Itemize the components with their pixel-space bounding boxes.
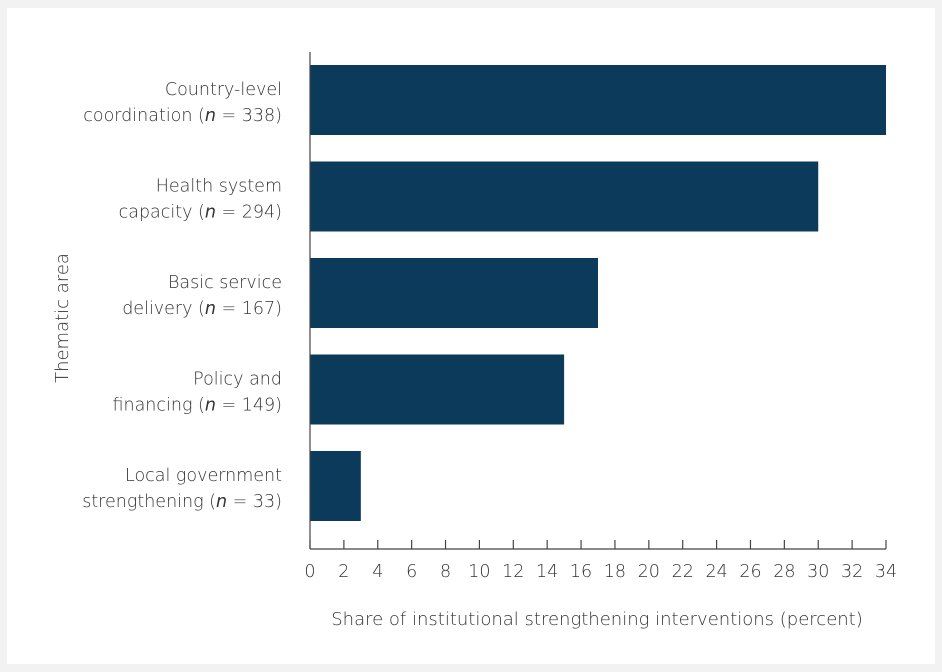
x-tick-label-14: 28 — [773, 562, 795, 582]
x-tick-label-17: 34 — [875, 562, 897, 582]
x-tick-label-13: 26 — [739, 562, 761, 582]
bar-3 — [310, 354, 565, 425]
bars-group — [310, 65, 886, 521]
bar-0 — [310, 65, 886, 135]
category-label-line1-3: Policy and — [193, 370, 282, 390]
x-axis-title: Share of institutional strengthening int… — [331, 609, 863, 630]
y-axis-title: Thematic area — [52, 253, 73, 383]
x-axis-ticks: 0 2 4 6 8 10 12 14 16 18 20 22 24 26 28 30 32 34 — [304, 540, 897, 582]
category-label-line2-0: coordination (n = 338) — [83, 106, 282, 126]
x-tick-label-12: 24 — [705, 562, 727, 582]
x-tick-label-15: 30 — [807, 562, 829, 582]
category-label-line2-1: capacity (n = 294) — [119, 203, 282, 223]
x-tick-label-8: 16 — [570, 562, 592, 582]
x-tick-label-1: 2 — [338, 562, 349, 582]
category-label-line2-3: financing (n = 149) — [112, 396, 282, 416]
bar-1 — [310, 161, 819, 232]
category-label-line2-4: strengthening (n = 33) — [82, 492, 282, 512]
bar-4 — [310, 451, 361, 521]
x-tick-label-3: 6 — [406, 562, 417, 582]
category-label-line1-1: Health system — [156, 177, 282, 197]
bar-2 — [310, 258, 598, 328]
x-tick-label-0: 0 — [304, 562, 315, 582]
category-label-line1-2: Basic service — [168, 273, 282, 293]
category-label-line1-4: Local government — [125, 466, 282, 486]
x-tick-label-10: 20 — [638, 562, 660, 582]
category-label-line2-2: delivery (n = 167) — [122, 299, 282, 319]
x-tick-label-2: 4 — [372, 562, 383, 582]
x-tick-label-11: 22 — [672, 562, 694, 582]
x-tick-label-16: 32 — [841, 562, 863, 582]
x-tick-label-6: 12 — [502, 562, 524, 582]
category-label-line1-0: Country-level — [165, 80, 282, 100]
x-tick-label-5: 10 — [468, 562, 490, 582]
category-labels: Country-level coordination (n = 338) Healt… — [82, 80, 282, 512]
x-tick-label-7: 14 — [536, 562, 558, 582]
x-tick-label-4: 8 — [440, 562, 451, 582]
x-tick-label-9: 18 — [604, 562, 626, 582]
